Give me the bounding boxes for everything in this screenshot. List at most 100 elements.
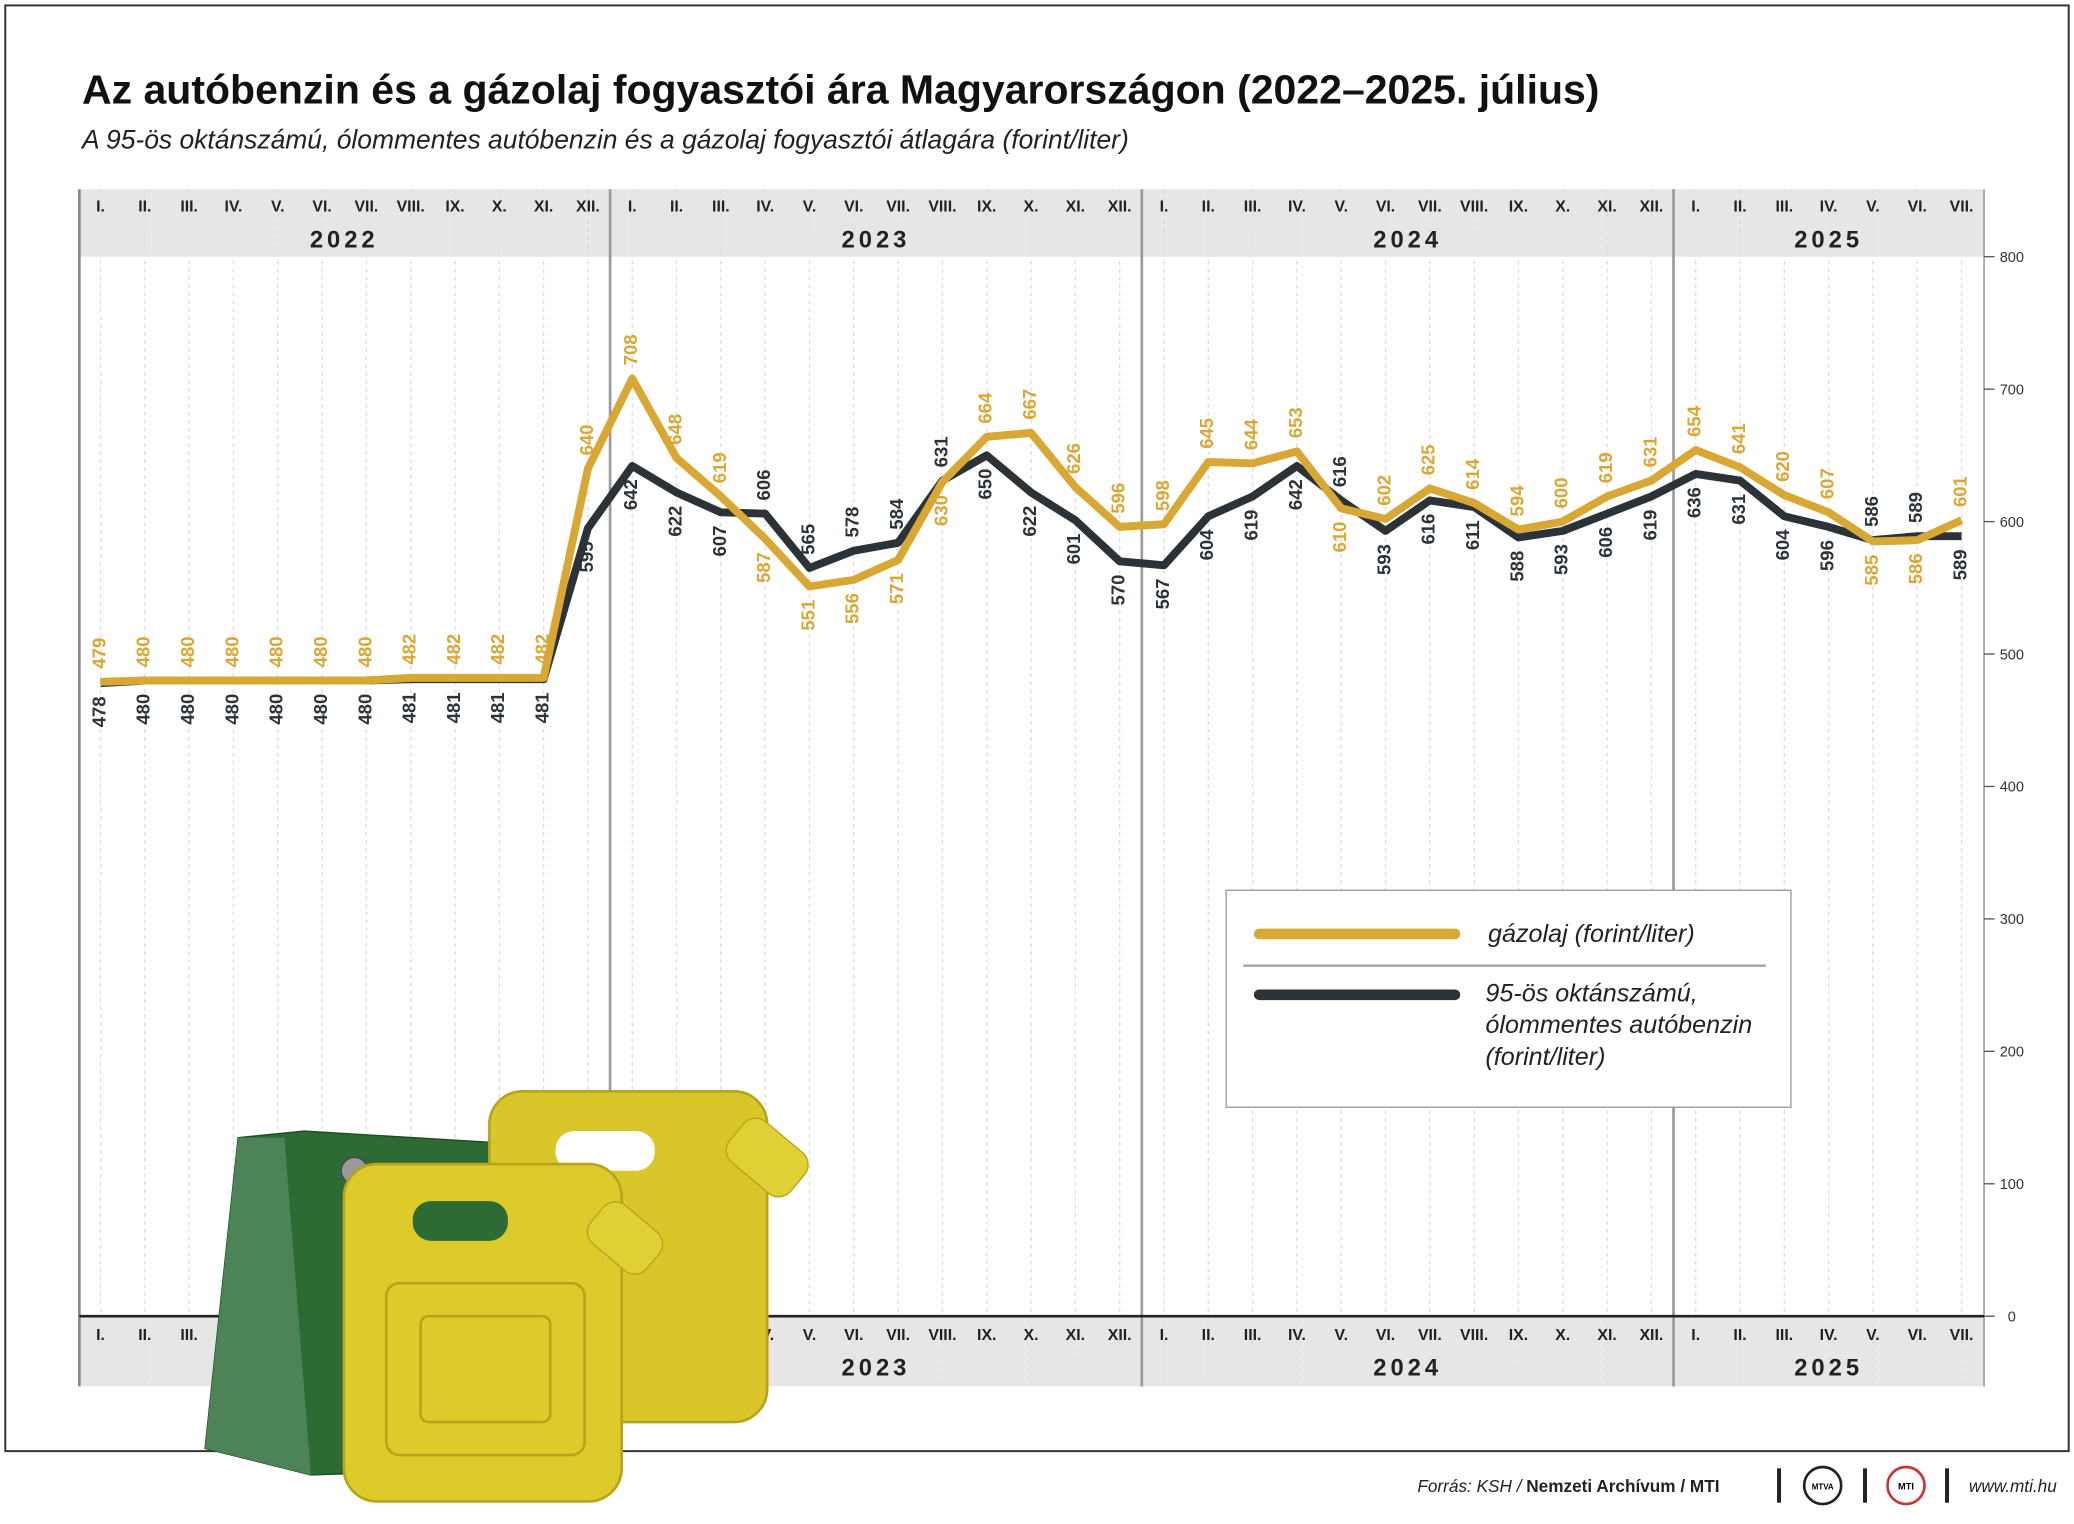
value-label: 606: [1595, 527, 1616, 558]
value-label: 619: [1240, 510, 1261, 541]
value-label: 587: [753, 552, 774, 583]
x-tick-label: V.: [1866, 1327, 1880, 1344]
x-tick-label: XII.: [1108, 199, 1132, 216]
value-label: 482: [443, 634, 464, 665]
value-label: 631: [1639, 436, 1660, 467]
value-label: 644: [1240, 419, 1261, 451]
value-label: 631: [930, 436, 951, 467]
yellow-can-front: [342, 1162, 623, 1503]
x-tick-label: X.: [1024, 199, 1039, 216]
value-label: 480: [310, 694, 331, 725]
x-tick-label: I.: [96, 199, 105, 216]
x-tick-label: IX.: [1509, 1327, 1528, 1344]
handle-hole: [555, 1131, 655, 1171]
value-label: 619: [709, 452, 730, 483]
y-tick-label: 200: [2000, 1045, 2024, 1061]
value-label: 481: [443, 692, 464, 723]
x-tick-label: VII.: [886, 1327, 910, 1344]
x-tick-label: VII.: [1418, 199, 1442, 216]
source-prefix: Forrás: KSH /: [1417, 1476, 1523, 1496]
value-label: 480: [266, 636, 287, 667]
top-band: [79, 189, 1985, 257]
value-label: 607: [1817, 468, 1838, 499]
x-tick-label: VI.: [844, 1327, 863, 1344]
value-label: 664: [975, 392, 996, 424]
value-label: 606: [753, 470, 774, 501]
value-label: 480: [221, 636, 242, 667]
value-label: 594: [1506, 485, 1527, 517]
x-tick-label: XI.: [1066, 1327, 1085, 1344]
x-tick-label: V.: [271, 199, 285, 216]
year-label: 2024: [1373, 226, 1442, 253]
x-tick-label: XII.: [576, 199, 600, 216]
y-tick-label: 400: [2000, 780, 2024, 796]
x-tick-label: III.: [1244, 1327, 1262, 1344]
emboss: [419, 1314, 552, 1424]
year-label: 2024: [1373, 1355, 1442, 1382]
value-label: 578: [842, 507, 863, 538]
x-tick-label: III.: [712, 199, 730, 216]
value-label: 480: [354, 636, 375, 667]
value-label: 482: [487, 634, 508, 665]
value-label: 622: [1019, 506, 1040, 537]
x-tick-label: VI.: [1908, 199, 1927, 216]
value-label: 631: [1728, 494, 1749, 525]
x-tick-label: VI.: [1908, 1327, 1927, 1344]
value-label: 565: [797, 524, 818, 555]
source: Forrás: KSH / Nemzeti Archívum / MTI: [1417, 1476, 1719, 1496]
x-tick-label: XI.: [1597, 1327, 1616, 1344]
value-label: 598: [1152, 480, 1173, 511]
x-tick-label: II.: [1733, 1327, 1746, 1344]
x-tick-label: II.: [138, 199, 151, 216]
value-label: 600: [1551, 477, 1572, 508]
x-tick-label: VII.: [1950, 199, 1974, 216]
emboss: [384, 1281, 586, 1457]
x-tick-label: XI.: [1597, 199, 1616, 216]
value-label: 654: [1684, 405, 1705, 437]
x-tick-label: I.: [1160, 199, 1169, 216]
x-tick-label: V.: [803, 1327, 817, 1344]
value-label: 602: [1373, 475, 1394, 506]
x-tick-label: VIII.: [1460, 199, 1488, 216]
value-label: 610: [1329, 522, 1350, 553]
value-label: 482: [532, 634, 553, 665]
x-tick-label: IV.: [756, 199, 774, 216]
chart-title: Az autóbenzin és a gázolaj fogyasztói ár…: [82, 66, 1599, 112]
value-label: 571: [886, 573, 907, 604]
logo: [1886, 1465, 1926, 1506]
x-tick-label: X.: [1555, 199, 1570, 216]
value-label: 567: [1152, 579, 1173, 610]
value-label: 620: [1772, 451, 1793, 482]
value-label: 648: [664, 414, 685, 445]
value-label: 551: [797, 600, 818, 631]
value-label: 480: [177, 636, 198, 667]
x-tick-label: VI.: [844, 199, 863, 216]
value-label: 589: [1905, 492, 1926, 523]
x-tick-label: VII.: [1418, 1327, 1442, 1344]
x-tick-label: I.: [96, 1327, 105, 1344]
value-label: 619: [1639, 510, 1660, 541]
value-label: 588: [1506, 551, 1527, 582]
logo: [1802, 1465, 1843, 1506]
url: www.mti.hu: [1969, 1476, 2057, 1496]
y-tick-label: 500: [2000, 647, 2024, 663]
x-tick-label: XII.: [1108, 1327, 1132, 1344]
value-label: 601: [1063, 534, 1084, 565]
value-label: 611: [1462, 520, 1483, 550]
green-can-side: [205, 1137, 311, 1475]
value-label: 480: [310, 636, 331, 667]
year-label: 2022: [310, 226, 379, 253]
value-label: 625: [1418, 444, 1439, 475]
value-label: 626: [1063, 443, 1084, 474]
value-label: 480: [177, 694, 198, 725]
x-tick-label: V.: [1334, 199, 1348, 216]
x-tick-label: VI.: [312, 199, 331, 216]
y-tick-label: 600: [2000, 515, 2024, 531]
value-label: 586: [1905, 553, 1926, 584]
x-tick-label: X.: [1024, 1327, 1039, 1344]
x-tick-label: X.: [1555, 1327, 1570, 1344]
value-label: 593: [1551, 544, 1572, 575]
value-label: 584: [886, 498, 907, 530]
x-tick-label: VI.: [1376, 1327, 1395, 1344]
x-tick-label: IX.: [977, 199, 996, 216]
